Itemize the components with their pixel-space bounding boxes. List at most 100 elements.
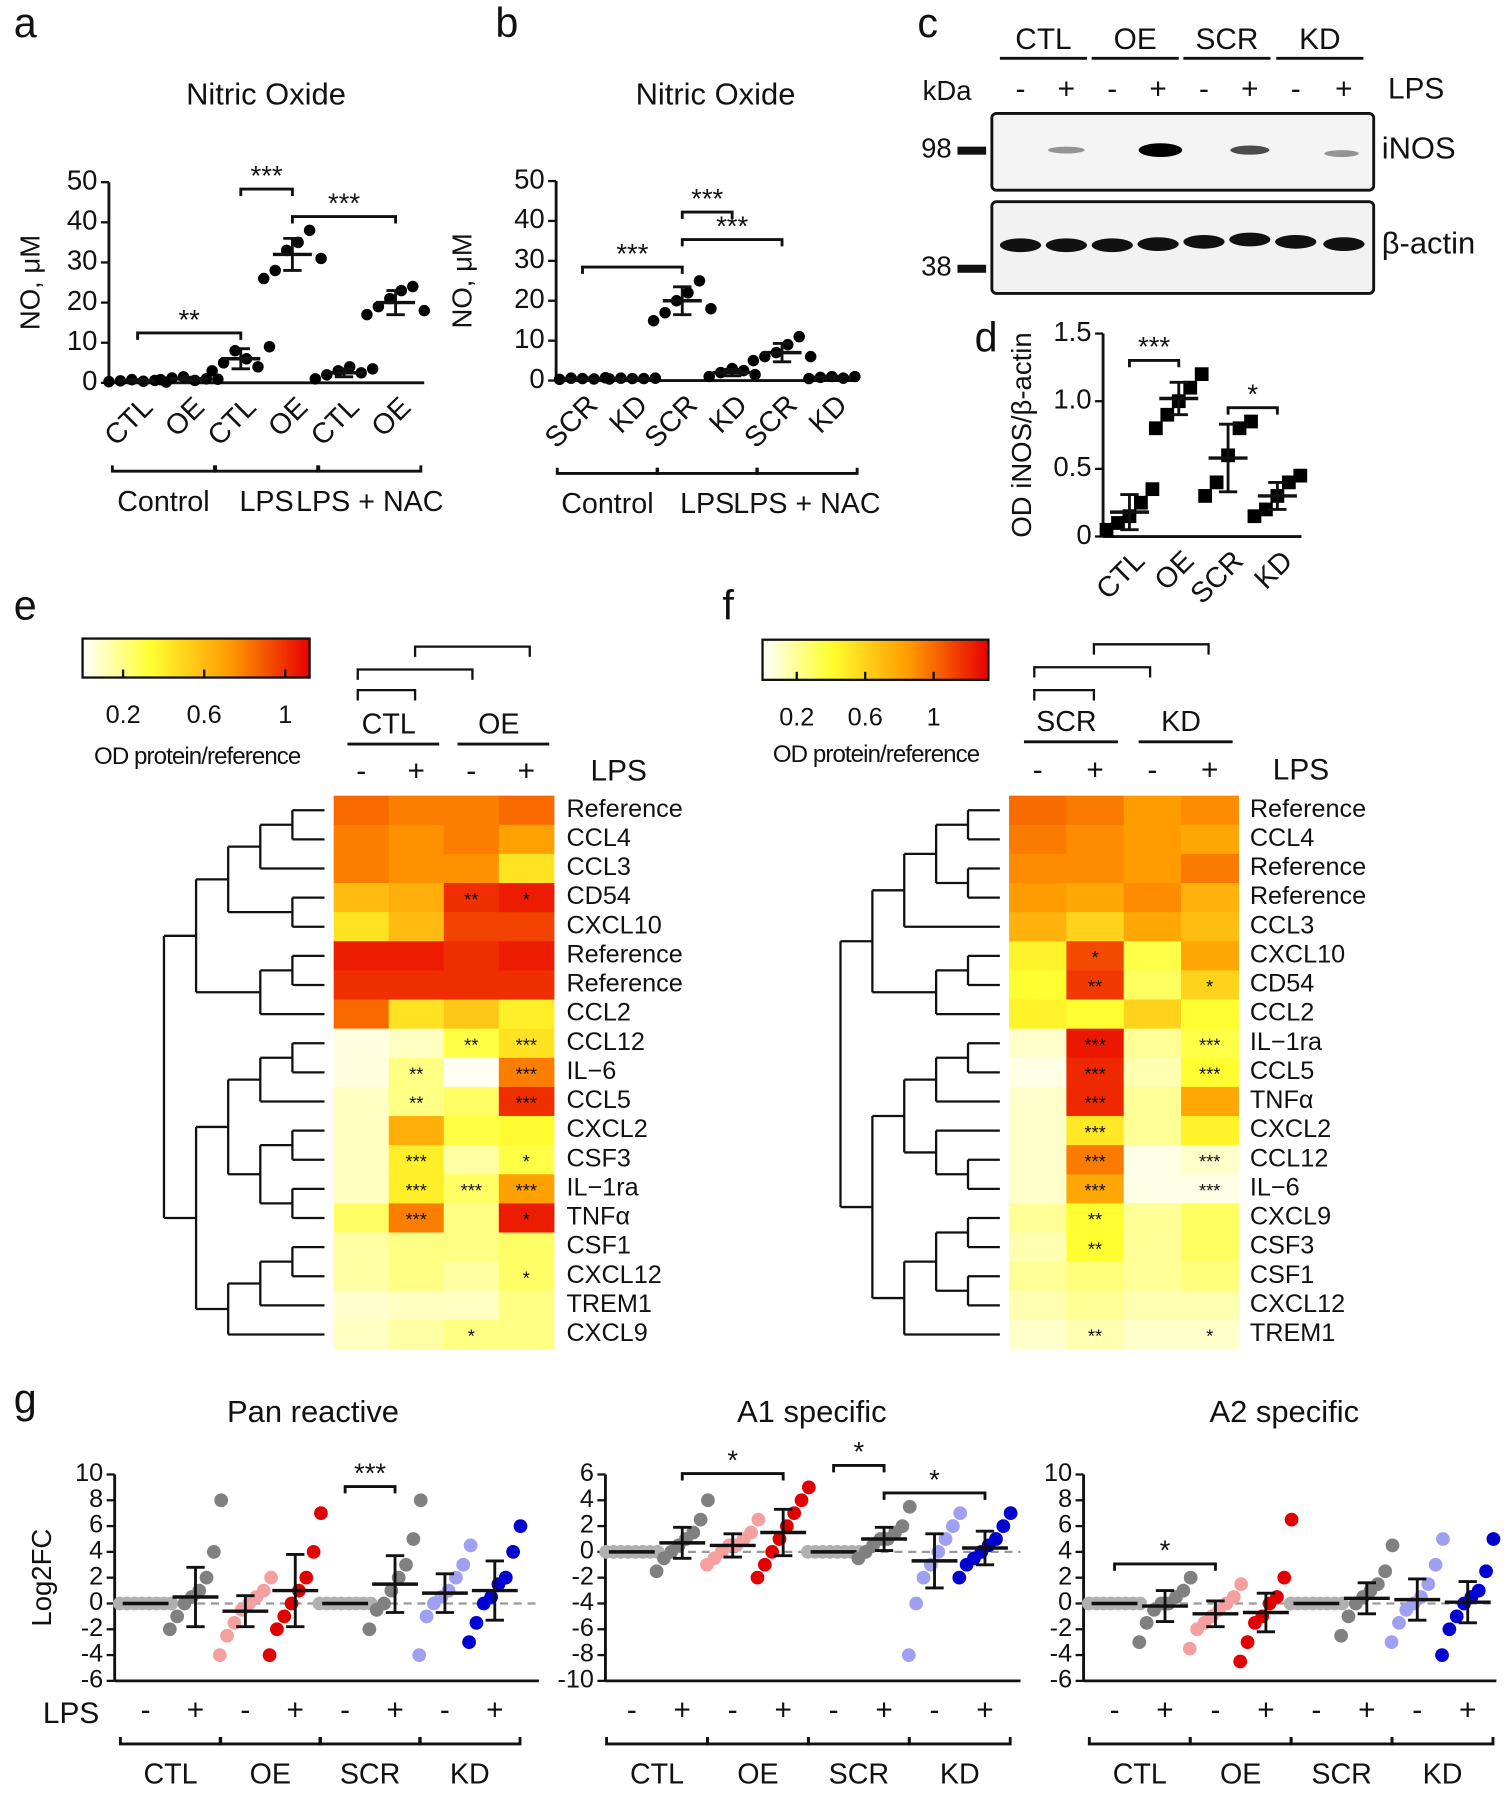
heat-cell — [333, 1086, 390, 1117]
heat-cell — [443, 1116, 500, 1146]
heat-cell — [1009, 1319, 1067, 1350]
y-tick-label: 4 — [89, 1537, 103, 1565]
significance-label: *** — [516, 1180, 537, 1201]
column-axis-label: LPS — [1273, 753, 1329, 786]
data-point — [1183, 1570, 1198, 1585]
data-point — [362, 1622, 377, 1637]
data-point — [262, 1648, 277, 1662]
group-label: CTL — [143, 1759, 197, 1791]
data-point — [332, 365, 344, 377]
group-bracket — [418, 1737, 522, 1746]
data-point — [1370, 1577, 1385, 1592]
data-point — [682, 287, 694, 299]
y-axis-label: NO, μM — [14, 235, 45, 330]
data-point — [945, 1519, 960, 1533]
panel-letter: g — [14, 1376, 37, 1422]
heat-cell — [1009, 999, 1067, 1030]
data-point — [902, 1499, 917, 1514]
data-point — [1259, 502, 1273, 517]
y-tick-label: 10 — [514, 323, 545, 354]
group-label: LPS + NAC — [296, 486, 443, 518]
group-label: KD — [450, 1759, 490, 1791]
significance-bracket — [832, 1464, 886, 1473]
heat-cell — [498, 795, 555, 826]
y-tick-label: 0 — [82, 365, 97, 396]
heat-cell — [1181, 824, 1239, 855]
data-point — [1176, 1583, 1191, 1598]
heat-cell — [1066, 824, 1125, 855]
data-point — [1341, 1609, 1356, 1624]
data-point — [659, 306, 671, 319]
group-bracket — [214, 465, 320, 473]
heat-cell — [1181, 1057, 1239, 1088]
significance-label: * — [1206, 976, 1213, 997]
x-tick-label: - — [1311, 1694, 1321, 1727]
heat-cell — [443, 883, 500, 913]
group-bracket — [218, 1737, 322, 1746]
x-tick-label: - — [440, 1694, 450, 1727]
heat-cell — [388, 970, 445, 1001]
heat-cell — [388, 1057, 445, 1088]
heat-cell — [388, 1203, 445, 1234]
chart-title: Nitric Oxide — [636, 76, 796, 111]
data-point — [343, 361, 356, 373]
row-label: IL−1ra — [1250, 1028, 1323, 1056]
heat-cell — [388, 883, 445, 913]
group-label: KD — [1299, 23, 1340, 56]
data-point — [469, 1615, 484, 1630]
row-label: CD54 — [1250, 970, 1314, 998]
significance-label: ** — [1088, 1238, 1102, 1259]
y-tick-label: 6 — [580, 1459, 594, 1487]
data-point — [989, 1532, 1003, 1546]
y-tick-label: 30 — [67, 245, 98, 276]
data-point — [750, 1570, 765, 1585]
heat-cell — [333, 1145, 390, 1175]
group-bracket — [706, 1737, 810, 1746]
heat-cell — [1009, 1174, 1067, 1204]
heat-cell — [388, 853, 445, 884]
heat-cell — [1181, 1028, 1239, 1059]
heat-cell — [498, 941, 555, 971]
group-label: OE — [250, 1759, 291, 1791]
y-axis-label: OD iNOS/β-actin — [1006, 332, 1037, 537]
y-tick-label: 6 — [1058, 1511, 1072, 1539]
heat-cell — [388, 1174, 445, 1204]
heat-cell — [443, 1028, 500, 1059]
heat-cell — [1066, 795, 1125, 826]
heat-cell — [1181, 1174, 1239, 1204]
heat-cell — [1009, 883, 1067, 913]
heat-cell — [443, 1057, 500, 1088]
data-point — [306, 1544, 321, 1559]
y-tick-label: -6 — [572, 1614, 594, 1642]
data-point — [299, 1570, 314, 1585]
marker-label: 98 — [921, 132, 952, 163]
column-group-label: SCR — [1036, 706, 1097, 738]
heat-cell — [443, 999, 500, 1030]
heat-cell — [333, 1319, 390, 1350]
heat-cell — [333, 1232, 390, 1263]
y-tick-label: 2 — [580, 1511, 594, 1539]
significance-label: *** — [691, 183, 723, 214]
column-group-label: OE — [478, 708, 519, 740]
heat-cell — [443, 853, 500, 884]
heat-cell — [1181, 912, 1239, 942]
significance-label: ** — [409, 1064, 423, 1085]
heat-cell — [1181, 941, 1239, 971]
heat-cell — [443, 1290, 500, 1321]
data-point — [1134, 495, 1148, 510]
significance-label: *** — [328, 187, 360, 218]
y-tick-label: 8 — [1058, 1485, 1072, 1513]
heat-cell — [498, 1116, 555, 1146]
data-point — [1334, 1628, 1349, 1643]
data-point — [1182, 1641, 1197, 1656]
group-bracket — [1289, 1737, 1394, 1746]
significance-label: *** — [1084, 1035, 1105, 1056]
group-label: Control — [561, 488, 653, 520]
data-point — [1385, 1538, 1400, 1553]
heat-cell — [388, 1145, 445, 1175]
row-label: CXCL2 — [566, 1115, 647, 1143]
heat-cell — [1009, 970, 1067, 1001]
data-point — [895, 1519, 910, 1533]
data-point — [1194, 367, 1209, 382]
